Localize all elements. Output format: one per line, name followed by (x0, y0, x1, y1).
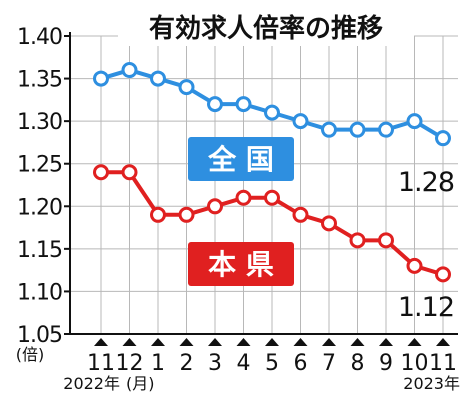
x-tick-mark (265, 338, 279, 346)
data-point (178, 206, 195, 223)
data-point (235, 189, 252, 206)
y-unit-label: (倍) (16, 345, 45, 364)
data-point (406, 113, 423, 130)
data-point (207, 198, 223, 215)
x-tick-label: 5 (265, 351, 279, 376)
x-tick-label: 11 (429, 351, 457, 376)
data-point (435, 266, 451, 283)
data-point (121, 164, 138, 181)
x-tick-mark (407, 338, 422, 346)
y-tick-label: 1.35 (17, 68, 62, 93)
y-tick-label: 1.20 (17, 195, 62, 220)
data-point (292, 113, 309, 130)
x-tick-label: 12 (116, 351, 144, 376)
x-tick-label: 2 (180, 351, 194, 376)
data-point (150, 70, 166, 87)
x-tick-mark (236, 338, 251, 346)
x-tick-mark (208, 338, 222, 346)
data-point (378, 121, 394, 138)
series-label-box (188, 137, 294, 181)
series (93, 62, 451, 283)
series-group (93, 62, 451, 147)
data-point (349, 232, 366, 249)
data-point (435, 130, 451, 147)
data-point (150, 206, 166, 223)
end-value-label: 1.28 (398, 167, 454, 198)
x-tick-mark (151, 338, 165, 346)
x-tick-label: 6 (294, 351, 308, 376)
y-tick-label: 1.05 (17, 323, 62, 348)
data-point (321, 215, 337, 232)
data-point (349, 121, 366, 138)
data-point (292, 206, 309, 223)
y-tick-label: 1.30 (17, 110, 62, 135)
y-tick-label: 1.10 (17, 280, 62, 305)
y-tick-label: 1.25 (17, 153, 62, 178)
series-group (93, 164, 451, 283)
x-tick-label: 4 (237, 351, 251, 376)
x-tick-mark (179, 338, 194, 346)
x-tick-label: 10 (401, 351, 429, 376)
end-value-label: 1.12 (398, 292, 454, 323)
x-end-year-label: 2023年 (403, 374, 460, 393)
data-point (321, 121, 337, 138)
data-point (378, 232, 394, 249)
data-point (93, 164, 109, 181)
x-tick-mark (350, 338, 365, 346)
x-tick-label: 8 (351, 351, 365, 376)
x-start-year-label: 2022年 (63, 374, 120, 393)
x-tick-label: 11 (87, 351, 115, 376)
data-point (178, 79, 195, 96)
series-label: 全 国 (207, 143, 274, 176)
data-point (235, 96, 252, 113)
data-point (93, 70, 109, 87)
x-tick-label: 9 (379, 351, 393, 376)
x-tick-mark (94, 338, 108, 346)
x-tick-mark (322, 338, 336, 346)
data-point (406, 257, 423, 274)
data-point (264, 104, 280, 121)
data-point (207, 96, 223, 113)
x-tick-mark (379, 338, 393, 346)
series-label: 本 県 (208, 248, 274, 281)
x-tick-label: 3 (208, 351, 222, 376)
series-label-box (188, 242, 294, 286)
x-tick-mark (293, 338, 308, 346)
x-unit-label: (月) (126, 374, 155, 393)
data-point (264, 189, 280, 206)
y-tick-label: 1.40 (17, 25, 62, 50)
chart-title: 有効求人倍率の推移 (149, 13, 383, 44)
x-tick-label: 1 (151, 351, 165, 376)
title-box (118, 6, 414, 46)
y-tick-label: 1.15 (17, 238, 62, 263)
x-tick-label: 7 (322, 351, 336, 376)
labels: 全 国本 県 1.28 1.12 (188, 137, 455, 323)
x-tick-mark (436, 338, 450, 346)
data-point (121, 62, 138, 79)
x-tick-mark (122, 338, 137, 346)
